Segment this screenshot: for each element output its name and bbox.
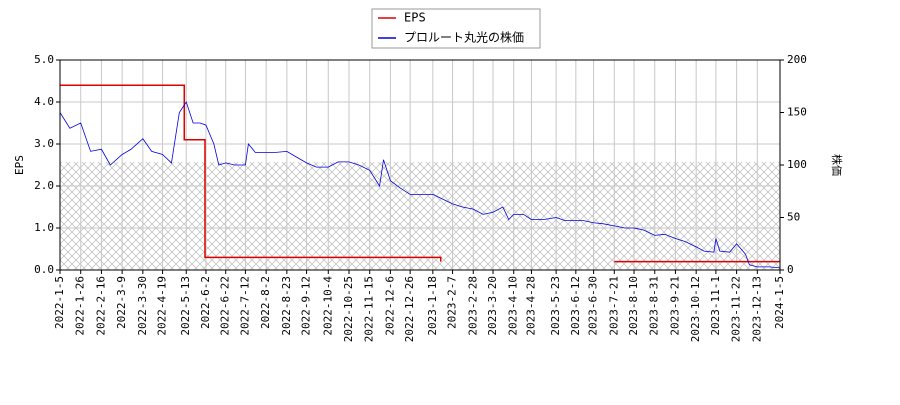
y2-tick-label: 100	[787, 158, 807, 171]
x-tick-label: 2024-1-5	[773, 276, 786, 329]
y-tick-label: 5.0	[34, 53, 54, 66]
x-tick-label: 2023-2-28	[466, 276, 479, 336]
y-tick-label: 1.0	[34, 221, 54, 234]
x-tick-label: 2022-10-25	[342, 276, 355, 342]
x-tick-label: 2023-8-31	[648, 276, 661, 336]
series-line	[60, 84, 780, 263]
x-tick-label: 2022-8-2	[259, 276, 272, 329]
legend-label: プロルート丸光の株価	[404, 30, 524, 45]
x-tick-label: 2023-10-12	[689, 276, 702, 342]
x-tick-label: 2022-5-13	[179, 276, 192, 336]
x-tick-label: 2022-3-9	[115, 276, 128, 329]
x-tick-label: 2023-9-21	[668, 276, 681, 336]
x-tick-label: 2023-7-21	[607, 276, 620, 336]
x-tick-label: 2022-11-15	[363, 276, 376, 342]
y-tick-label: 0.0	[34, 263, 54, 276]
x-tick-label: 2023-3-20	[486, 276, 499, 336]
x-tick-label: 2022-6-2	[199, 276, 212, 329]
y-axis-label: EPS	[13, 155, 26, 175]
x-tick-label: 2022-7-12	[238, 276, 251, 336]
x-tick-label: 2023-11-22	[730, 276, 743, 342]
y2-tick-label: 200	[787, 53, 807, 66]
series-line	[59, 101, 781, 269]
x-tick-label: 2023-8-10	[627, 276, 640, 336]
x-tick-label: 2022-12-26	[403, 276, 416, 342]
x-tick-label: 2023-5-23	[549, 276, 562, 336]
x-tick-label: 2022-1-5	[53, 276, 66, 329]
x-tick-label: 2022-1-26	[74, 276, 87, 336]
x-tick-label: 2023-11-1	[709, 276, 722, 336]
x-tick-label: 2022-8-23	[280, 276, 293, 336]
x-tick-label: 2022-6-22	[219, 276, 232, 336]
y-tick-label: 2.0	[34, 179, 54, 192]
legend-label: EPS	[404, 11, 426, 25]
x-tick-label: 2023-6-12	[569, 276, 582, 336]
x-tick-label: 2022-3-30	[136, 276, 149, 336]
x-tick-label: 2023-4-28	[524, 276, 537, 336]
x-tick-label: 2022-12-6	[383, 276, 396, 336]
x-tick-label: 2022-2-16	[94, 276, 107, 336]
y2-axis-label: 株価	[830, 154, 844, 176]
x-tick-label: 2023-6-30	[587, 276, 600, 336]
y-tick-label: 4.0	[34, 95, 54, 108]
x-tick-label: 2023-12-13	[750, 276, 763, 342]
y-tick-label: 3.0	[34, 137, 54, 150]
y2-tick-label: 50	[787, 211, 800, 224]
x-tick-label: 2022-10-4	[321, 276, 334, 336]
y2-tick-label: 0	[787, 263, 794, 276]
hatch-band	[60, 162, 780, 270]
x-tick-label: 2023-2-7	[446, 276, 459, 329]
y2-tick-label: 150	[787, 106, 807, 119]
x-tick-label: 2022-4-19	[156, 276, 169, 336]
x-tick-label: 2023-4-10	[507, 276, 520, 336]
x-tick-label: 2022-9-12	[300, 276, 313, 336]
x-tick-label: 2023-1-18	[426, 276, 439, 336]
legend	[371, 8, 541, 49]
